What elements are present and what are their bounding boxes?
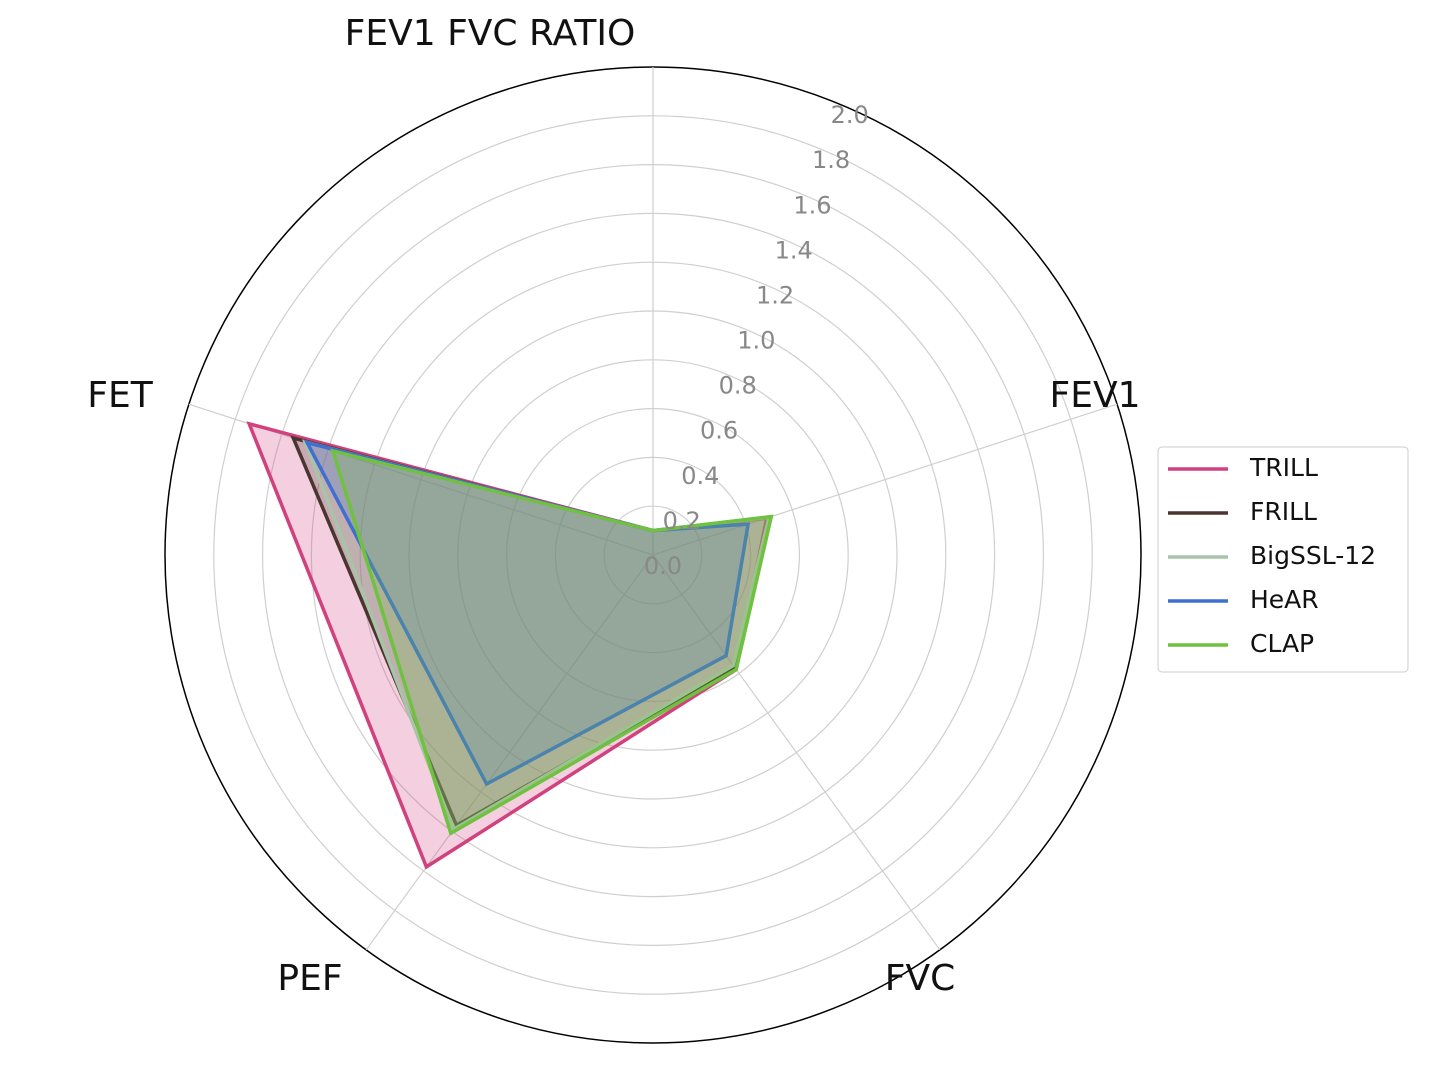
r-tick-label: 0.6 (700, 417, 738, 445)
category-label: FEV1 FVC RATIO (345, 13, 636, 54)
r-tick-label: 1.0 (737, 327, 775, 355)
legend-label: FRILL (1250, 497, 1317, 526)
r-tick-label: 0.4 (681, 462, 719, 490)
r-tick-label: 0.2 (663, 507, 701, 535)
legend-label: CLAP (1250, 629, 1314, 658)
r-tick-label: 0.8 (719, 372, 757, 400)
r-tick-label: 1.2 (756, 281, 794, 309)
category-label: FVC (885, 958, 955, 999)
label-layer: 0.0 0.2 0.4 0.6 0.8 1.0 1.2 1.4 1.6 1.8 2.0 FEV1 FV… (87, 13, 1140, 999)
r-tick-label: 1.6 (793, 191, 831, 219)
legend-label: HeAR (1250, 585, 1319, 614)
legend: TRILL FRILL BigSSL-12 HeAR CLAP (1168, 453, 1376, 658)
legend-label: TRILL (1249, 453, 1318, 482)
series-line (330, 448, 774, 836)
category-label: PEF (277, 958, 342, 999)
legend-label: BigSSL-12 (1250, 541, 1376, 570)
legend-box (1157, 446, 1409, 673)
grid (164, 66, 1142, 1044)
series-layer (246, 421, 774, 870)
series-area (293, 438, 769, 826)
r-tick-label: 2.0 (831, 101, 869, 129)
series-area (249, 423, 767, 867)
spoke (652, 554, 941, 951)
category-label: FEV1 (1050, 375, 1141, 416)
spoke (652, 403, 1118, 556)
category-label: FET (87, 375, 153, 416)
r-tick-label: 1.8 (812, 146, 850, 174)
series-area (332, 450, 772, 834)
r-tick-label: 1.4 (775, 236, 813, 264)
spoke (365, 554, 654, 951)
r-tick-label: 0.0 (644, 552, 682, 580)
